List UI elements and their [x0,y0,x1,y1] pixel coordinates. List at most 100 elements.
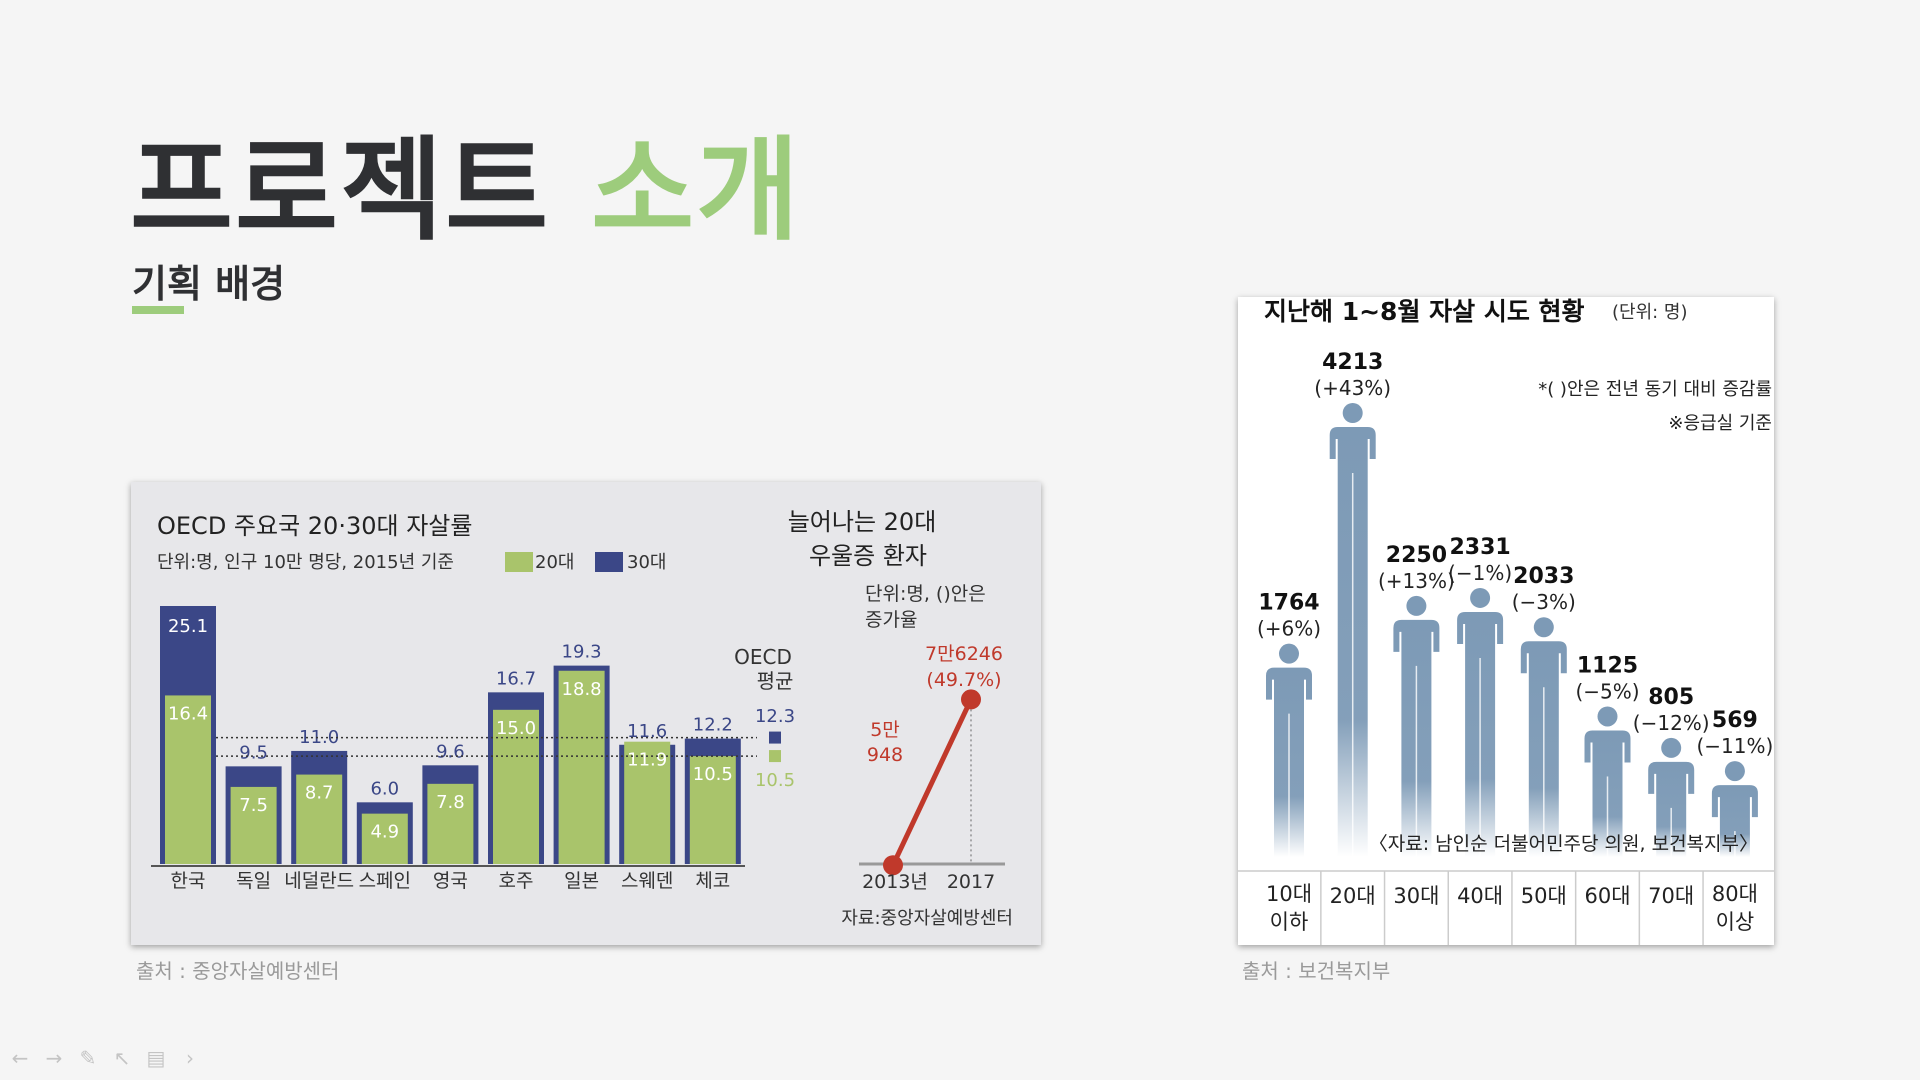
bar-30s-label: 9.6 [436,741,465,762]
bar-30s-label: 19.3 [562,642,602,663]
point-2017 [961,689,981,710]
depression-chart-title-2: 우울증 환자 [809,542,927,570]
suicide-attempt-chart-panel: 지난해 1~8월 자살 시도 현황 (단위: 명) *( )안은 전년 동기 대비 … [1238,297,1774,945]
person-head [1342,403,1363,423]
oecd-avg-20s-value: 10.5 [755,770,795,791]
person-head [1597,706,1618,727]
bar-30s-label: 9.5 [239,742,268,763]
bar-20s [230,786,277,864]
bar-30s-label: 25.1 [168,616,208,637]
attempt-change-label: (+6%) [1257,617,1321,641]
bar-20s-label: 10.5 [693,764,733,785]
depression-chart-note-2: 증가율 [865,609,917,631]
bar-20s-label: 7.8 [436,792,465,813]
category-label: 일본 [564,870,599,892]
bar-20s [165,695,211,864]
age-group-label-2: 이상 [1716,910,1755,934]
x-label-2013: 2013년 [862,871,928,893]
attempt-value-label: 2331 [1449,535,1510,560]
attempt-chart-note-1: *( )안은 전년 동기 대비 증감률 [1538,379,1772,400]
next-arrow-icon[interactable]: → [45,1046,63,1070]
pen-icon[interactable]: ✎ [79,1046,97,1070]
person-bar [1711,785,1758,857]
bar-20s [689,756,736,864]
age-group-label: 10대 [1266,882,1312,906]
slideshow-toolbar: ← → ✎ ↖ ▤ › [10,1046,200,1070]
attempt-chart-unit: (단위: 명) [1612,302,1688,323]
category-label: 한국 [171,870,206,892]
slides-icon[interactable]: ▤ [146,1046,166,1070]
value-2017-line2: (49.7%) [926,669,1001,691]
attempt-chart-note-2: ※응급실 기준 [1668,413,1772,434]
age-group-label: 80대 [1712,882,1758,906]
attempt-change-label: (−11%) [1696,734,1773,758]
person-head [1533,617,1554,638]
age-group-label: 70대 [1648,884,1694,908]
category-label: 영국 [433,870,468,892]
bar-20s [558,670,605,864]
bar-20s-label: 11.9 [627,750,667,771]
value-2013-line2: 948 [867,744,903,766]
depression-line [890,698,974,867]
legend-30s-swatch [595,552,623,572]
attempt-change-label: (+43%) [1314,376,1391,400]
suicide-attempt-chart-svg: 지난해 1~8월 자살 시도 현황 (단위: 명) *( )안은 전년 동기 대비 … [1238,297,1774,945]
bar-20s-label: 16.4 [168,703,208,724]
attempt-value-label: 1764 [1258,591,1319,616]
slide-title: 프로젝트 소개 [130,135,801,247]
bar-20s-label: 18.8 [562,679,602,700]
legend-30s-label: 30대 [627,552,666,573]
age-group-label-2: 이하 [1270,910,1309,934]
attempt-value-label: 2033 [1513,564,1574,589]
attempt-value-label: 805 [1648,685,1694,710]
point-2013 [883,855,903,876]
left-chart-source: 자료:중앙자살예방센터 [841,908,1013,929]
category-label: 스웨덴 [621,870,673,892]
more-icon[interactable]: › [186,1046,194,1070]
attempt-change-label: (−12%) [1633,711,1710,735]
person-head [1724,761,1745,782]
attempt-change-label: (+13%) [1378,569,1455,593]
depression-chart-title-1: 늘어나는 20대 [788,508,937,536]
category-label: 호주 [499,870,534,892]
bar-20s [427,783,474,864]
left-figure-caption: 출처 : 중앙자살예방센터 [136,959,340,983]
attempt-chart-title: 지난해 1~8월 자살 시도 현황 [1264,297,1585,326]
bar-30s-label: 6.0 [370,778,399,799]
oecd-avg-label-1: OECD [734,645,792,669]
person-head [1406,595,1427,616]
bar-30s-label: 16.7 [496,668,536,689]
prev-arrow-icon[interactable]: ← [11,1046,29,1070]
oecd-avg-30s-value: 12.3 [755,706,795,727]
attempt-value-label: 2250 [1386,543,1447,568]
x-label-2017: 2017 [947,871,995,893]
subtitle-underline [132,306,184,314]
age-group-label: 20대 [1330,884,1376,908]
bar-20s-label: 15.0 [496,718,536,739]
bar-20s [624,741,671,864]
bar-20s [361,813,408,864]
pointer-icon[interactable]: ↖ [113,1046,131,1070]
bar-20s-label: 4.9 [370,822,399,843]
category-label: 네덜란드 [284,870,354,892]
legend-20s-swatch [505,552,533,572]
category-label: 독일 [236,870,271,892]
age-group-label: 50대 [1521,884,1567,908]
value-2013-line1: 5만 [870,719,900,741]
attempt-value-label: 1125 [1577,653,1638,678]
bar-20s-label: 8.7 [305,783,334,804]
oecd-avg-20s-marker [769,750,781,763]
bar-20s [493,709,539,864]
right-chart-source: 〈자료: 남인순 더불어민주당 의원, 보건복지부〉 [1369,833,1758,855]
age-group-label: 30대 [1393,884,1439,908]
age-group-label: 40대 [1457,884,1503,908]
person-head [1661,737,1682,758]
attempt-change-label: (−3%) [1512,590,1576,614]
legend-20s-label: 20대 [535,552,574,573]
depression-chart-note-1: 단위:명, ()안은 [865,583,986,605]
value-2017-line1: 7만6246 [925,643,1003,665]
bar-30s-label: 11.6 [627,721,667,742]
title-highlight: 소개 [591,126,802,256]
attempt-change-label: (−5%) [1575,679,1639,703]
bar-20s-label: 7.5 [239,795,268,816]
